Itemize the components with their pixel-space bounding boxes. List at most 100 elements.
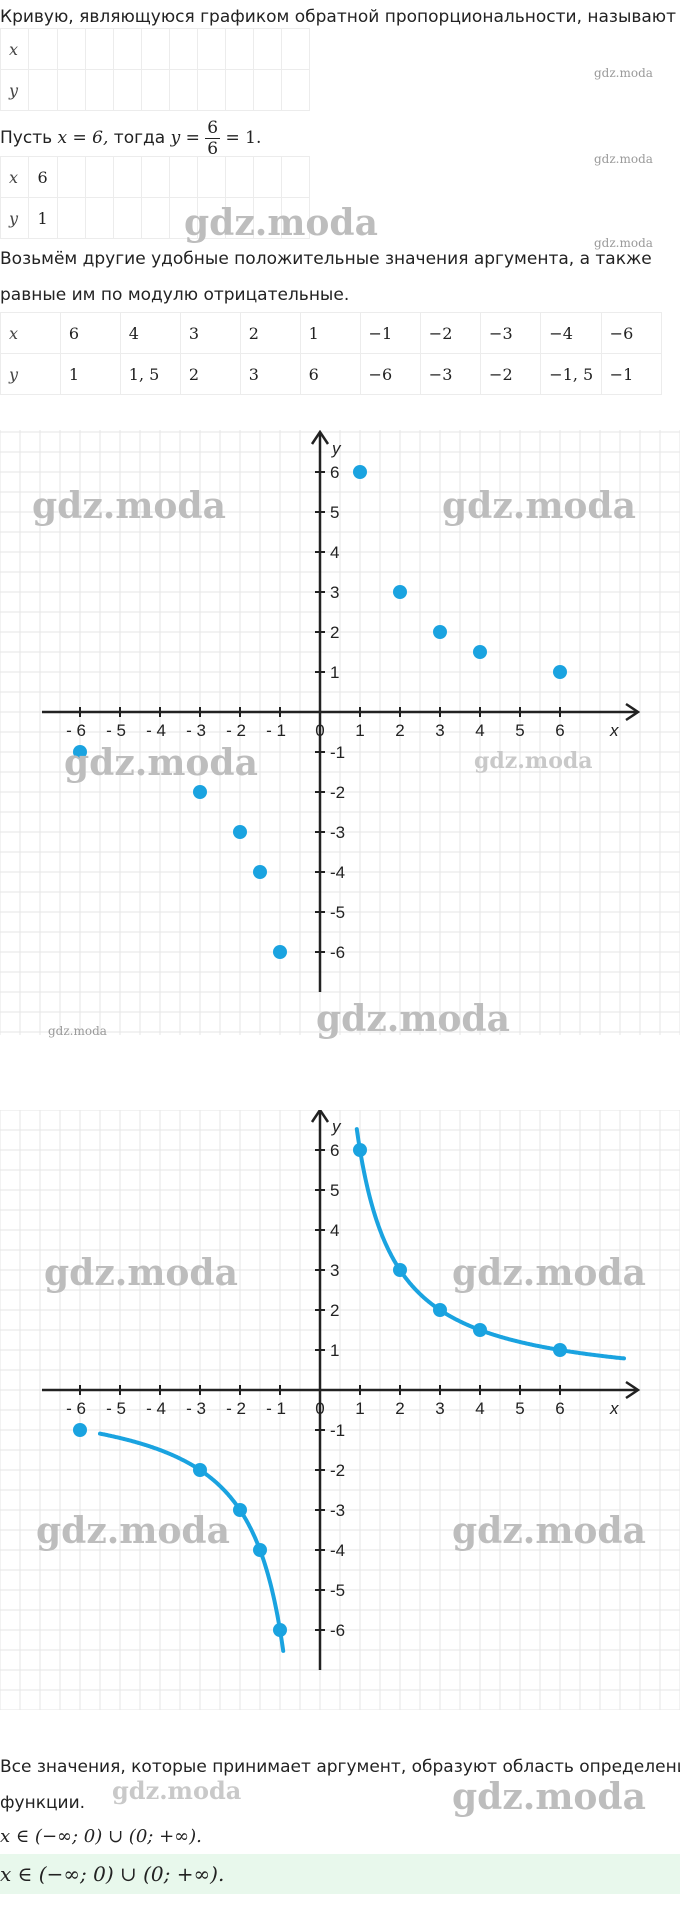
y-tick-label: 4 (330, 543, 339, 562)
table-cell: 3 (179, 312, 241, 354)
data-point (253, 865, 267, 879)
watermark: gdz.moda (316, 998, 510, 1040)
x-tick-label: 4 (475, 1399, 484, 1418)
table-cell (280, 197, 311, 239)
y-tick-label: -2 (330, 783, 345, 802)
x-tick-label: 4 (475, 721, 484, 740)
single-value-table: x 6 y 1 (0, 156, 311, 239)
table-cell (28, 28, 58, 70)
x-axis-arrow (625, 702, 641, 722)
table-row-x: x (0, 28, 311, 70)
data-point (553, 665, 567, 679)
table-cell: 2 (179, 353, 241, 395)
table-cell: 2 (239, 312, 301, 354)
x-tick-label: - 3 (186, 1399, 206, 1418)
x-tick-label: 2 (395, 1399, 404, 1418)
table-cell: x (0, 28, 30, 70)
x-tick-label: - 6 (66, 1399, 86, 1418)
watermark: gdz.moda (112, 1776, 242, 1805)
y-tick-label: -6 (330, 943, 345, 962)
empty-values-table: x y (0, 28, 311, 111)
data-point (273, 1623, 287, 1637)
y-tick-label: -4 (330, 1541, 345, 1560)
table-cell (224, 197, 254, 239)
y-tick-label: 2 (330, 623, 339, 642)
table-cell: 1, 5 (119, 353, 181, 395)
fraction: 6 6 (205, 118, 221, 159)
table-cell (84, 156, 114, 198)
table-row-y: y (0, 69, 311, 111)
table-cell: 4 (119, 312, 181, 354)
watermark: gdz.moda (442, 485, 636, 527)
y-tick-label: -2 (330, 1461, 345, 1480)
table-cell (56, 197, 86, 239)
table-cell: 6 (299, 353, 361, 395)
table-cell (196, 69, 226, 111)
answer-formula: x ∈ (−∞; 0) ∪ (0; +∞). (0, 1862, 225, 1886)
table-cell (84, 28, 114, 70)
table-cell (56, 28, 86, 70)
y-tick-label: -5 (330, 1581, 345, 1600)
y-tick-label: 1 (330, 1341, 339, 1360)
table-cell: −6 (600, 312, 663, 354)
domain-text: функции. (0, 1793, 86, 1813)
intro-text: Кривую, являющуюся графиком обратной про… (0, 7, 677, 27)
data-point (233, 825, 247, 839)
table-cell (280, 28, 311, 70)
y-axis-label: y (331, 439, 342, 458)
y-axis-arrow (310, 1110, 330, 1123)
x-tick-label: 5 (515, 1399, 524, 1418)
table-cell (168, 28, 198, 70)
domain-text: Все значения, которые принимает аргумент… (0, 1757, 680, 1777)
y-tick-label: 3 (330, 583, 339, 602)
y-tick-label: 5 (330, 503, 339, 522)
answer-box: x ∈ (−∞; 0) ∪ (0; +∞). (0, 1854, 680, 1894)
y-tick-label: 2 (330, 1301, 339, 1320)
table-cell (112, 156, 142, 198)
y-tick-label: -5 (330, 903, 345, 922)
y-tick-label: -6 (330, 1621, 345, 1640)
x-tick-label: - 1 (266, 1399, 286, 1418)
table-cell (84, 197, 114, 239)
table-cell (112, 28, 142, 70)
x-tick-label: - 5 (106, 1399, 126, 1418)
data-point (193, 785, 207, 799)
watermark: gdz.moda (594, 66, 653, 80)
x-tick-label: - 3 (186, 721, 206, 740)
data-point (73, 745, 87, 759)
table-cell (56, 69, 86, 111)
y-tick-label: -1 (330, 743, 345, 762)
table-cell: −1 (600, 353, 663, 395)
x-tick-label: - 6 (66, 721, 86, 740)
y-tick-label: 5 (330, 1181, 339, 1200)
table-cell: 1 (299, 312, 361, 354)
table-cell: −2 (480, 353, 542, 395)
table-cell: 1 (59, 353, 121, 395)
table-cell: −6 (359, 353, 421, 395)
table-cell (224, 28, 254, 70)
table-row-y: y 1 1, 5 2 3 6 −6 −3 −2 −1, 5 −1 (0, 353, 663, 395)
table-cell: y (0, 197, 30, 239)
table-cell (280, 156, 311, 198)
x-tick-label: 2 (395, 721, 404, 740)
table-cell: y (0, 353, 61, 395)
watermark: gdz.moda (594, 236, 653, 250)
table-cell (196, 197, 226, 239)
domain-formula: x ∈ (−∞; 0) ∪ (0; +∞). (0, 1826, 202, 1847)
data-point (253, 1543, 267, 1557)
fraction-denominator: 6 (207, 138, 219, 159)
table-cell (252, 28, 282, 70)
step-result: = 1. (225, 128, 262, 148)
y-axis-arrow (310, 430, 330, 445)
table-cell (140, 28, 170, 70)
table-cell (280, 69, 311, 111)
table-cell (196, 28, 226, 70)
table-cell (84, 69, 114, 111)
table-cell (140, 197, 170, 239)
y-tick-label: -4 (330, 863, 345, 882)
table-cell: 1 (28, 197, 58, 239)
y-tick-label: 6 (330, 463, 339, 482)
table-row-y: y 1 (0, 197, 311, 239)
y-axis-label: y (331, 1117, 342, 1136)
grid (0, 430, 680, 1035)
